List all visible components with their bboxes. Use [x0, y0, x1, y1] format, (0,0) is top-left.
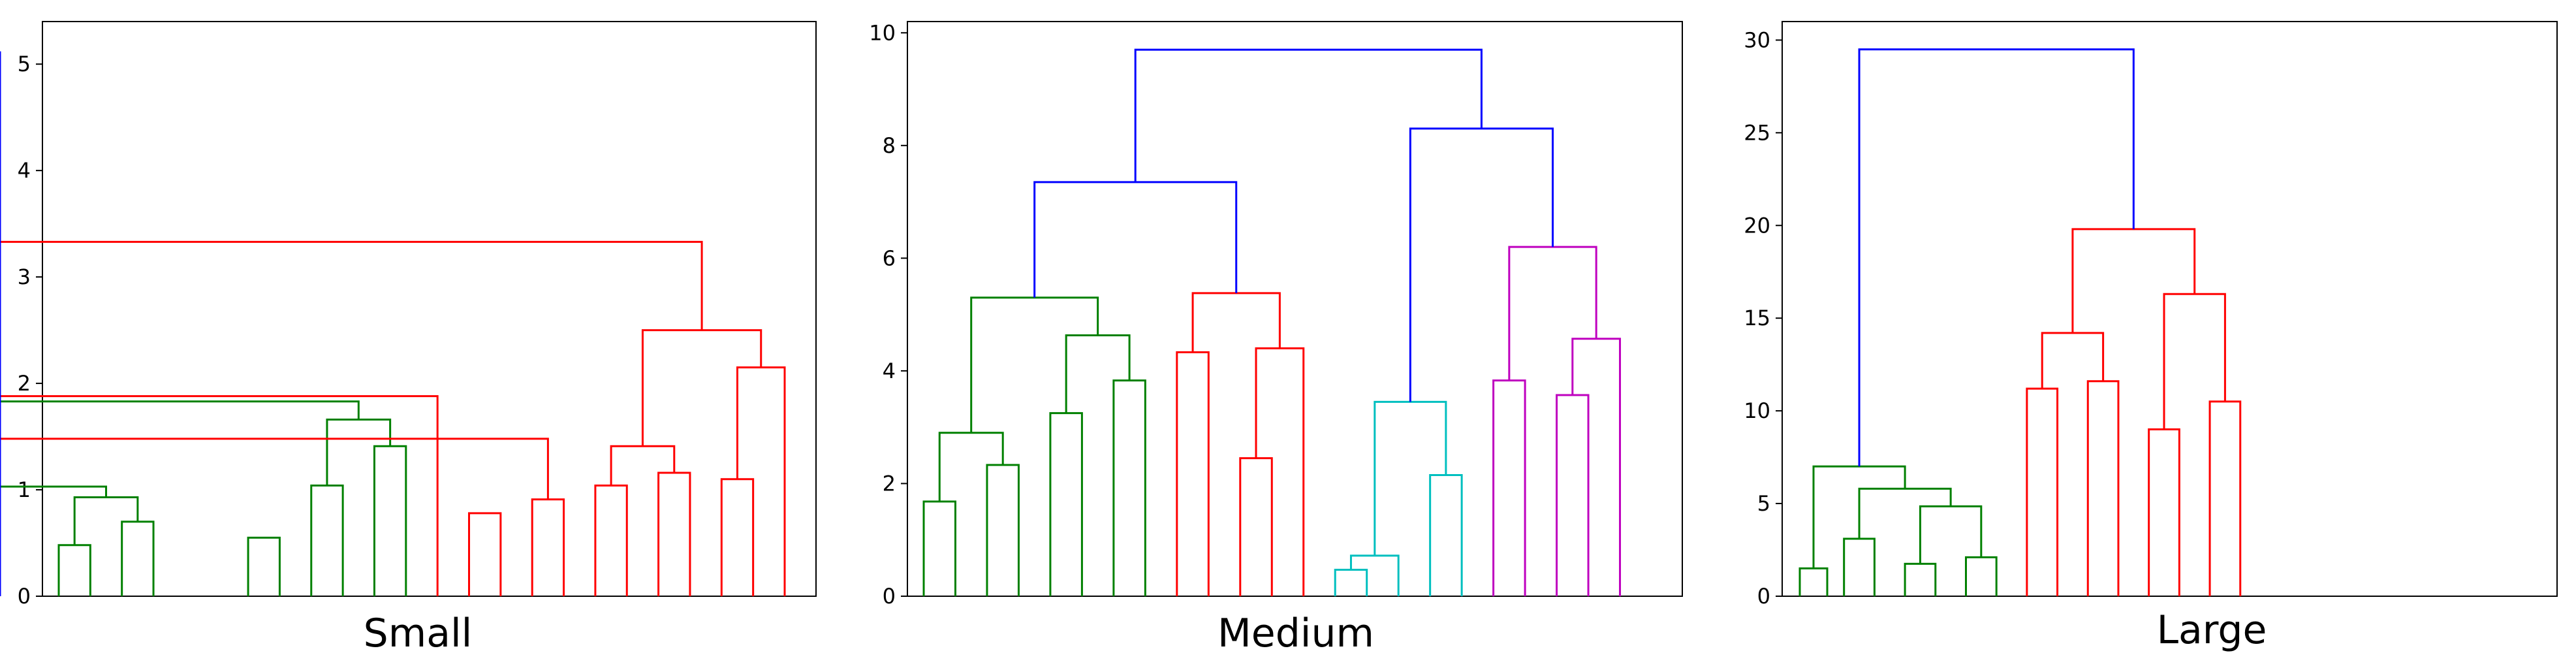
dendrogram-link — [2086, 380, 2120, 596]
dendrogram-link — [373, 445, 407, 596]
dendrogram-link — [1798, 567, 1829, 596]
axes-frame-small — [42, 21, 817, 597]
dendrogram-link — [657, 471, 691, 596]
dendrogram-link — [1843, 537, 1876, 596]
dendrogram-link — [986, 464, 1020, 596]
dendrogram-link — [2148, 428, 2180, 596]
dendrogram-link — [1033, 181, 1238, 298]
dendrogram-link — [1065, 334, 1131, 413]
dendrogram-link — [468, 512, 502, 596]
panel-small: 0 1 2 3 4 5 Small — [0, 21, 817, 656]
dendrogram-links-medium — [922, 48, 1622, 596]
y-axis-small: 0 1 2 3 4 5 — [18, 52, 42, 609]
y-axis-medium: 0 2 4 6 8 10 — [869, 20, 907, 609]
dendrogram-link — [1429, 474, 1463, 596]
dendrogram-link — [1904, 562, 1937, 596]
y-tick-label: 3 — [18, 264, 31, 289]
y-tick-label: 4 — [883, 359, 896, 383]
panel-title-small: Small — [364, 611, 473, 656]
dendrogram-link — [1176, 351, 1210, 596]
dendrogram-link — [1919, 505, 1983, 564]
dendrogram-link — [1508, 246, 1597, 381]
y-tick-label: 6 — [883, 246, 896, 270]
y-tick-label: 2 — [18, 371, 31, 396]
dendrogram-link — [1858, 487, 1952, 539]
y-tick-label: 5 — [18, 52, 31, 76]
y-tick-label: 0 — [18, 584, 31, 609]
dendrogram-link — [2163, 293, 2226, 430]
dendrogram-link — [1255, 347, 1305, 596]
y-tick-label: 8 — [883, 133, 896, 158]
dendrogram-link — [0, 400, 360, 596]
y-tick-label: 30 — [1744, 27, 1770, 52]
dendrogram-link — [1409, 127, 1554, 402]
dendrogram-link — [1492, 379, 1526, 596]
dendrogram-link — [0, 438, 549, 596]
panel-title-medium: Medium — [1217, 611, 1374, 656]
y-tick-label: 5 — [1757, 491, 1770, 516]
y-tick-label: 10 — [869, 20, 896, 45]
dendrogram-link — [938, 432, 1004, 502]
y-tick-label: 25 — [1744, 120, 1770, 145]
y-tick-label: 0 — [883, 584, 896, 609]
y-tick-label: 15 — [1744, 306, 1770, 330]
panel-title-large: Large — [2157, 607, 2267, 653]
dendrogram-link — [310, 485, 344, 596]
dendrogram-link — [1571, 338, 1622, 596]
dendrogram-link — [326, 418, 392, 486]
dendrogram-link — [1134, 48, 1483, 182]
y-axis-large: 0 5 10 15 20 25 30 — [1744, 27, 1782, 609]
axes-frame-medium — [907, 21, 1683, 597]
dendrogram-link — [1374, 400, 1447, 556]
dendrogram-link — [1556, 394, 1590, 596]
dendrogram-link — [1191, 292, 1281, 353]
dendrogram-link — [247, 536, 281, 596]
dendrogram-link — [57, 544, 91, 596]
dendrogram-link — [922, 500, 956, 596]
panel-large: 0 5 10 15 20 25 30 Large — [1744, 21, 2558, 653]
y-tick-label: 10 — [1744, 398, 1770, 423]
dendrogram-link — [531, 498, 565, 596]
dendrogram-links-large — [1798, 48, 2242, 596]
axes-frame-large — [1782, 21, 2558, 597]
dendrogram-link — [2026, 387, 2059, 596]
dendrogram-link — [0, 395, 439, 596]
dendrogram-link — [594, 485, 628, 596]
dendrogram-link — [1112, 379, 1146, 596]
y-tick-label: 2 — [883, 471, 896, 496]
dendrogram-links-small — [0, 51, 786, 596]
dendrogram-link — [2208, 400, 2242, 596]
dendrogram-link — [2071, 228, 2196, 333]
dendrogram-link — [0, 485, 108, 596]
dendrogram-link — [610, 445, 676, 486]
y-tick-label: 1 — [18, 477, 31, 502]
dendrogram-link — [1349, 554, 1400, 596]
dendrogram-link — [1964, 556, 1998, 596]
dendrogram-link — [1858, 48, 2135, 467]
dendrogram-link — [641, 329, 762, 447]
dendrogram-link — [1334, 568, 1368, 596]
dendrogram-link — [1049, 412, 1083, 596]
y-tick-label: 20 — [1744, 213, 1770, 238]
dendrogram-link — [1239, 457, 1273, 596]
panel-medium: 0 2 4 6 8 10 Medium — [869, 20, 1683, 656]
dendrogram-link — [0, 240, 703, 596]
dendrogram-link — [720, 478, 755, 596]
dendrogram-link — [736, 366, 786, 596]
y-tick-label: 4 — [18, 158, 31, 183]
y-tick-label: 0 — [1757, 584, 1770, 609]
dendrogram-link — [121, 520, 155, 596]
